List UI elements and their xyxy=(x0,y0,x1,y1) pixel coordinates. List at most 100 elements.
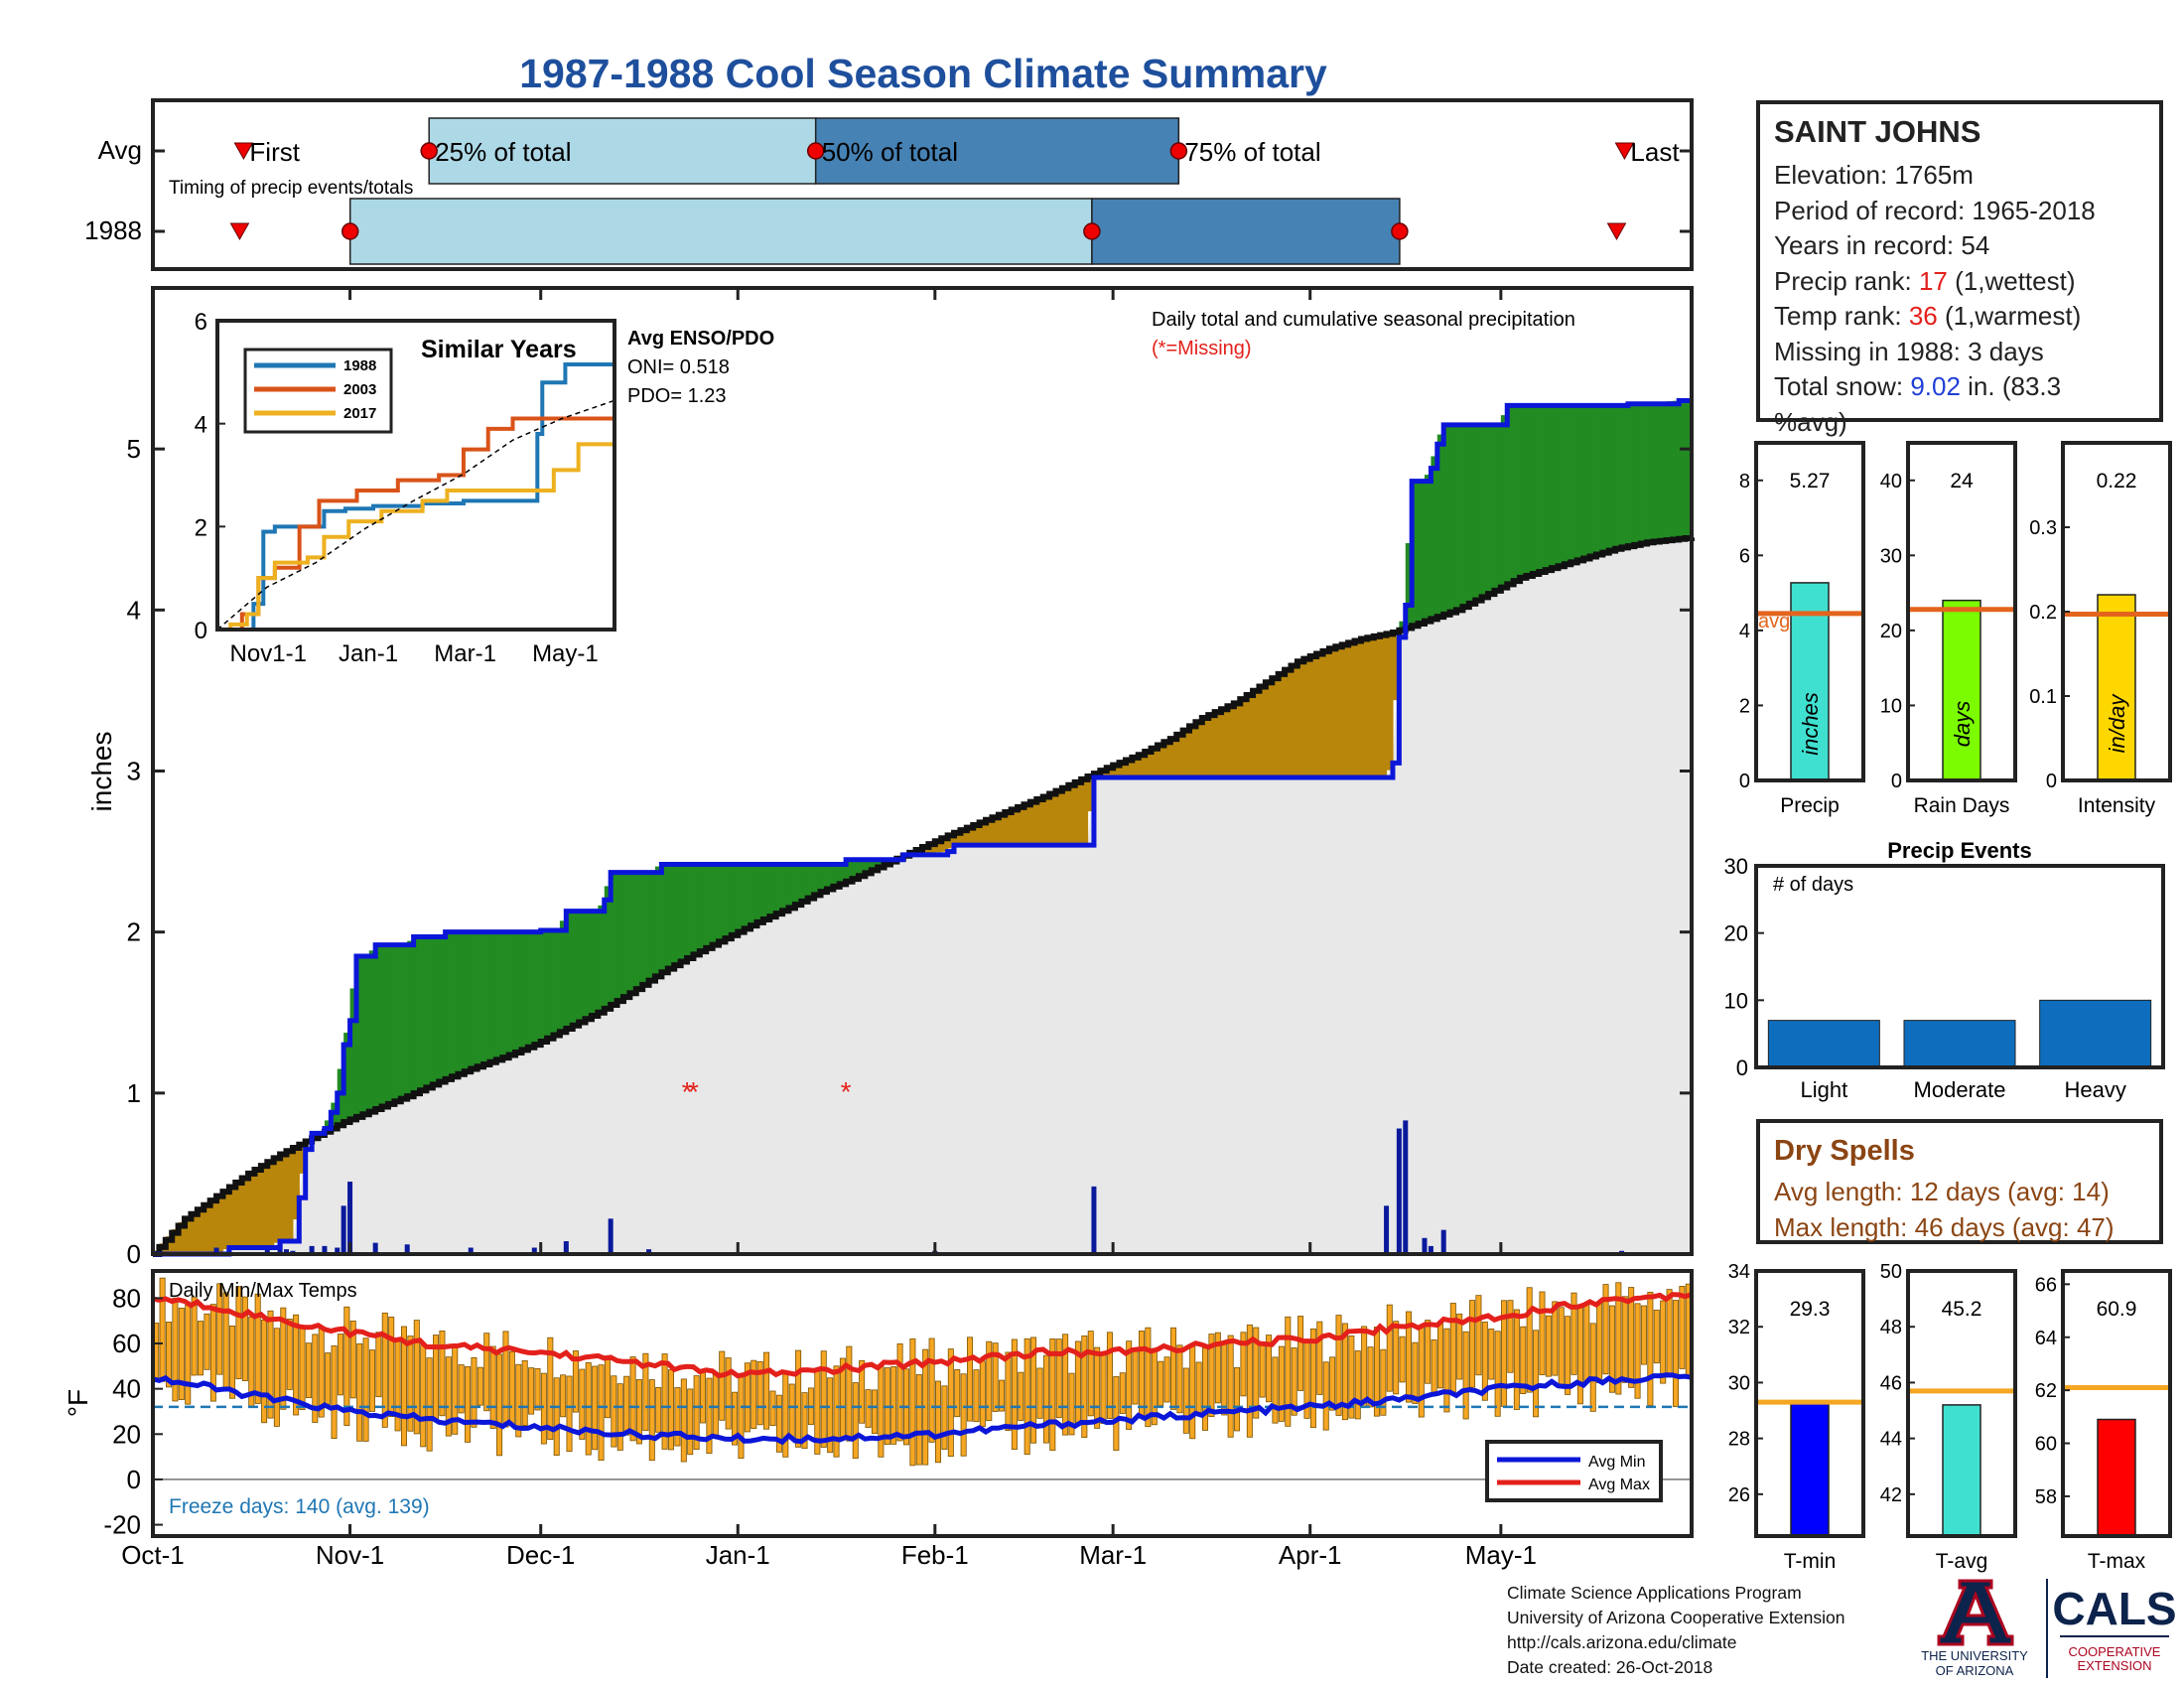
precip-y-tick-label: 0 xyxy=(1739,771,1750,792)
daily-temp-bar xyxy=(1169,1327,1176,1410)
above-avg-band xyxy=(1552,405,1560,568)
below-avg-band xyxy=(960,828,968,846)
above-avg-band xyxy=(1405,543,1413,628)
precip-rank-prefix: Precip rank: xyxy=(1774,265,1912,296)
daily-temp-bar xyxy=(1380,1348,1387,1416)
above-avg-band xyxy=(1539,405,1547,572)
daily-temp-bar xyxy=(1024,1337,1030,1456)
temp-value-bar xyxy=(2097,1418,2136,1537)
daily-temp-bar xyxy=(381,1312,388,1428)
below-avg-band xyxy=(1380,633,1388,777)
daily-temp-bar xyxy=(1291,1347,1297,1416)
daily-precip-bar xyxy=(1422,1237,1428,1254)
below-avg-band xyxy=(235,1180,243,1248)
daily-temp-bar xyxy=(1246,1324,1253,1438)
avg-min-line xyxy=(152,1372,1693,1446)
temp-chart: -20 0 20 40 60 80 Daily Min/Max Temps °F Free… xyxy=(63,1269,1694,1570)
ua-text-line2: OF ARIZONA xyxy=(1936,1663,2014,1678)
precip-panel-1: 0 10 20 30 40 24 Rain Days days xyxy=(1880,441,2017,817)
precip-panel-frame xyxy=(1754,441,1865,782)
below-avg-band xyxy=(1036,797,1044,846)
precip-panel-frame xyxy=(1906,441,2017,782)
daily-temp-bar xyxy=(496,1353,503,1457)
above-avg-band xyxy=(642,872,650,983)
daily-precip-bar xyxy=(322,1245,328,1254)
precip-value-label: 24 xyxy=(1950,470,1974,492)
main-y-ticks: 0 1 2 3 4 5 xyxy=(127,288,1692,1269)
daily-temp-bar xyxy=(191,1297,198,1376)
temp-y-tick-label: 0 xyxy=(127,1465,141,1494)
timing-label-last: Last xyxy=(1630,137,1680,167)
temp-legend-box xyxy=(1485,1440,1663,1502)
credits-line1: Climate Science Applications Program xyxy=(1507,1583,1802,1603)
above-avg-band xyxy=(687,864,695,957)
above-avg-band xyxy=(1545,405,1553,570)
daily-temp-bar xyxy=(1393,1321,1400,1395)
main-y-tick-label: 0 xyxy=(127,1239,141,1269)
precip-unit-label: in/day xyxy=(2105,693,2129,754)
below-avg-band xyxy=(1392,631,1400,701)
daily-temp-bar xyxy=(1602,1284,1609,1375)
daily-temp-bar xyxy=(1437,1321,1444,1389)
above-avg-band xyxy=(1436,434,1444,617)
daily-temp-bar xyxy=(769,1390,776,1427)
above-avg-band xyxy=(1570,405,1578,562)
daily-temp-bar xyxy=(1481,1322,1488,1401)
daily-temp-bar xyxy=(878,1365,885,1458)
above-avg-band xyxy=(477,931,484,1066)
avg-cumulative-line xyxy=(153,535,1695,1257)
above-avg-band xyxy=(420,936,428,1089)
above-avg-band xyxy=(1468,424,1476,603)
credits-block: Climate Science Applications Program Uni… xyxy=(1507,1581,1844,1680)
daily-temp-bar xyxy=(1100,1352,1107,1425)
precip-panel-0: 0 2 4 6 8 5.27 Precip inches avg xyxy=(1739,441,1865,817)
below-avg-band xyxy=(973,823,981,846)
daily-temp-bar xyxy=(172,1297,179,1402)
above-avg-band xyxy=(622,872,630,996)
daily-temp-bar xyxy=(1565,1316,1571,1395)
daily-temp-bar xyxy=(1341,1323,1348,1421)
below-avg-band xyxy=(267,1160,275,1246)
precip-unit-label: inches xyxy=(1798,692,1823,756)
daily-temp-bar xyxy=(763,1351,770,1430)
daily-temp-bar xyxy=(547,1336,554,1441)
above-avg-band xyxy=(547,930,555,1038)
daily-temp-bar xyxy=(1106,1332,1113,1419)
avg-p50-marker xyxy=(806,142,825,160)
x-tick-label: Nov-1 xyxy=(316,1540,384,1570)
daily-temp-bar xyxy=(368,1349,375,1412)
above-avg-band xyxy=(585,911,593,1018)
avg-first-triangle xyxy=(233,142,254,161)
daily-temp-bar xyxy=(1545,1315,1552,1377)
below-avg-band xyxy=(248,1171,256,1248)
daily-precip-bar xyxy=(608,1218,614,1254)
daily-temp-bar xyxy=(1399,1336,1406,1383)
daily-temp-bar xyxy=(1309,1328,1316,1429)
daily-temp-bar xyxy=(280,1307,287,1410)
daily-precip-bar xyxy=(264,1247,270,1254)
daily-temp-bar xyxy=(1278,1345,1285,1422)
precip-rank-row: Precip rank: 17 (1,wettest) xyxy=(1774,264,2145,300)
daily-temp-bar xyxy=(439,1331,446,1417)
daily-temp-bar xyxy=(1666,1289,1673,1378)
below-avg-band xyxy=(191,1211,199,1254)
daily-temp-bar xyxy=(477,1366,483,1406)
above-avg-band xyxy=(502,931,510,1056)
daily-temp-bar xyxy=(1361,1326,1368,1408)
above-avg-band xyxy=(387,944,395,1103)
daily-temp-bar xyxy=(1513,1309,1520,1410)
above-avg-band xyxy=(871,859,879,869)
temp-y-tick-label: 34 xyxy=(1728,1261,1750,1283)
daily-precip-bar xyxy=(1384,1205,1390,1254)
above-avg-band xyxy=(413,936,421,1092)
daily-temp-bar xyxy=(420,1344,427,1448)
events-count-note: # of days xyxy=(1773,874,1853,896)
above-avg-band xyxy=(801,864,809,901)
elevation-label: Elevation: 1765m xyxy=(1774,160,1974,190)
below-avg-band xyxy=(1278,671,1286,777)
temp-y-tick-label: 42 xyxy=(1880,1484,1902,1506)
daily-temp-bar xyxy=(1132,1349,1139,1405)
above-avg-band xyxy=(368,950,376,1111)
